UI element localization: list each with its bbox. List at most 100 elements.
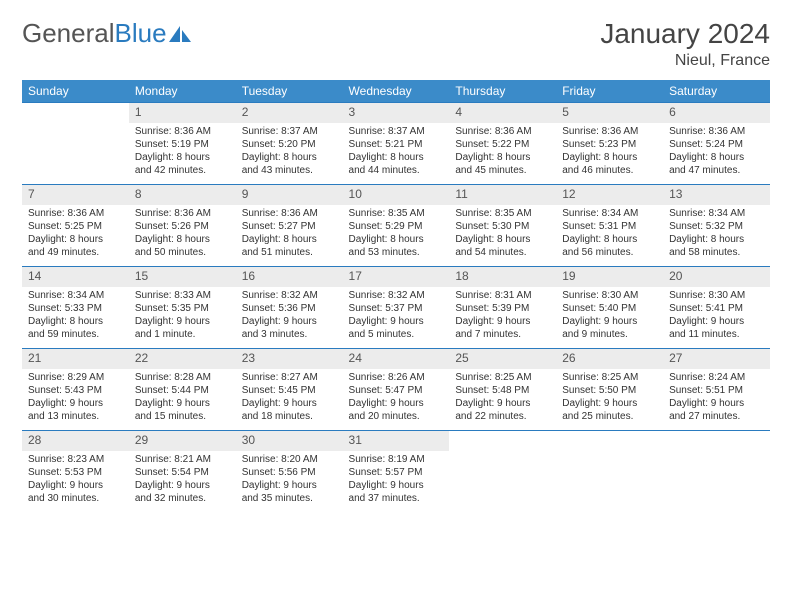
day-data-cell: Sunrise: 8:30 AMSunset: 5:41 PMDaylight:… <box>663 287 770 349</box>
day-number-row: 14151617181920 <box>22 267 770 287</box>
sunset-text: Sunset: 5:30 PM <box>455 220 550 233</box>
sunrise-text: Sunrise: 8:36 AM <box>669 125 764 138</box>
day-data-cell: Sunrise: 8:36 AMSunset: 5:22 PMDaylight:… <box>449 123 556 185</box>
day-number-cell: 11 <box>449 185 556 205</box>
day-number-cell: 7 <box>22 185 129 205</box>
daylight-text-2: and 46 minutes. <box>562 164 657 177</box>
daylight-text-1: Daylight: 9 hours <box>349 315 444 328</box>
day-data-cell: Sunrise: 8:36 AMSunset: 5:26 PMDaylight:… <box>129 205 236 267</box>
day-number-row: 123456 <box>22 103 770 123</box>
daylight-text-2: and 51 minutes. <box>242 246 337 259</box>
day-data-cell: Sunrise: 8:26 AMSunset: 5:47 PMDaylight:… <box>343 369 450 431</box>
sunrise-text: Sunrise: 8:36 AM <box>562 125 657 138</box>
day-number-cell: 1 <box>129 103 236 123</box>
day-number-row: 78910111213 <box>22 185 770 205</box>
sunrise-text: Sunrise: 8:20 AM <box>242 453 337 466</box>
sunrise-text: Sunrise: 8:35 AM <box>455 207 550 220</box>
daylight-text-1: Daylight: 9 hours <box>455 315 550 328</box>
daylight-text-2: and 35 minutes. <box>242 492 337 505</box>
day-data-cell <box>663 451 770 513</box>
daylight-text-2: and 42 minutes. <box>135 164 230 177</box>
sunset-text: Sunset: 5:56 PM <box>242 466 337 479</box>
day-data-cell: Sunrise: 8:29 AMSunset: 5:43 PMDaylight:… <box>22 369 129 431</box>
daylight-text-2: and 1 minute. <box>135 328 230 341</box>
day-number-cell: 23 <box>236 349 343 369</box>
day-data-cell <box>556 451 663 513</box>
day-number-cell: 8 <box>129 185 236 205</box>
day-data-cell: Sunrise: 8:19 AMSunset: 5:57 PMDaylight:… <box>343 451 450 513</box>
sunrise-text: Sunrise: 8:36 AM <box>135 125 230 138</box>
day-number-row: 21222324252627 <box>22 349 770 369</box>
sunrise-text: Sunrise: 8:33 AM <box>135 289 230 302</box>
daylight-text-1: Daylight: 9 hours <box>242 315 337 328</box>
sunset-text: Sunset: 5:25 PM <box>28 220 123 233</box>
day-number-cell: 31 <box>343 431 450 451</box>
day-data-cell: Sunrise: 8:21 AMSunset: 5:54 PMDaylight:… <box>129 451 236 513</box>
sunset-text: Sunset: 5:53 PM <box>28 466 123 479</box>
weekday-header: Friday <box>556 80 663 103</box>
day-data-cell: Sunrise: 8:35 AMSunset: 5:29 PMDaylight:… <box>343 205 450 267</box>
daylight-text-1: Daylight: 8 hours <box>242 151 337 164</box>
day-number-cell: 18 <box>449 267 556 287</box>
weekday-header: Tuesday <box>236 80 343 103</box>
sunrise-text: Sunrise: 8:32 AM <box>349 289 444 302</box>
day-data-cell: Sunrise: 8:32 AMSunset: 5:36 PMDaylight:… <box>236 287 343 349</box>
day-data-cell: Sunrise: 8:20 AMSunset: 5:56 PMDaylight:… <box>236 451 343 513</box>
sunset-text: Sunset: 5:50 PM <box>562 384 657 397</box>
sunset-text: Sunset: 5:21 PM <box>349 138 444 151</box>
daylight-text-1: Daylight: 9 hours <box>669 397 764 410</box>
daylight-text-2: and 32 minutes. <box>135 492 230 505</box>
daylight-text-2: and 37 minutes. <box>349 492 444 505</box>
day-number-cell <box>556 431 663 451</box>
logo: GeneralBlue <box>22 18 193 49</box>
daylight-text-2: and 59 minutes. <box>28 328 123 341</box>
daylight-text-2: and 53 minutes. <box>349 246 444 259</box>
day-data-cell: Sunrise: 8:35 AMSunset: 5:30 PMDaylight:… <box>449 205 556 267</box>
daylight-text-1: Daylight: 8 hours <box>669 233 764 246</box>
day-number-cell: 30 <box>236 431 343 451</box>
sunrise-text: Sunrise: 8:37 AM <box>349 125 444 138</box>
daylight-text-2: and 58 minutes. <box>669 246 764 259</box>
sunrise-text: Sunrise: 8:29 AM <box>28 371 123 384</box>
day-data-row: Sunrise: 8:29 AMSunset: 5:43 PMDaylight:… <box>22 369 770 431</box>
day-number-cell <box>663 431 770 451</box>
daylight-text-1: Daylight: 9 hours <box>562 397 657 410</box>
day-data-cell <box>449 451 556 513</box>
logo-sail-icon <box>169 24 193 44</box>
daylight-text-1: Daylight: 9 hours <box>349 397 444 410</box>
day-data-row: Sunrise: 8:36 AMSunset: 5:25 PMDaylight:… <box>22 205 770 267</box>
logo-text-blue: Blue <box>115 18 167 48</box>
sunrise-text: Sunrise: 8:23 AM <box>28 453 123 466</box>
day-data-row: Sunrise: 8:23 AMSunset: 5:53 PMDaylight:… <box>22 451 770 513</box>
day-number-cell: 12 <box>556 185 663 205</box>
day-data-cell: Sunrise: 8:30 AMSunset: 5:40 PMDaylight:… <box>556 287 663 349</box>
daylight-text-1: Daylight: 8 hours <box>135 233 230 246</box>
daylight-text-1: Daylight: 8 hours <box>669 151 764 164</box>
sunset-text: Sunset: 5:31 PM <box>562 220 657 233</box>
weekday-header: Thursday <box>449 80 556 103</box>
day-number-cell: 6 <box>663 103 770 123</box>
day-data-cell: Sunrise: 8:36 AMSunset: 5:19 PMDaylight:… <box>129 123 236 185</box>
sunrise-text: Sunrise: 8:36 AM <box>242 207 337 220</box>
day-data-cell <box>22 123 129 185</box>
sunrise-text: Sunrise: 8:36 AM <box>135 207 230 220</box>
header: GeneralBlue January 2024 Nieul, France <box>22 18 770 70</box>
daylight-text-1: Daylight: 9 hours <box>455 397 550 410</box>
sunrise-text: Sunrise: 8:35 AM <box>349 207 444 220</box>
day-data-cell: Sunrise: 8:25 AMSunset: 5:50 PMDaylight:… <box>556 369 663 431</box>
daylight-text-2: and 7 minutes. <box>455 328 550 341</box>
daylight-text-2: and 5 minutes. <box>349 328 444 341</box>
daylight-text-1: Daylight: 9 hours <box>28 479 123 492</box>
daylight-text-1: Daylight: 8 hours <box>28 233 123 246</box>
daylight-text-1: Daylight: 9 hours <box>349 479 444 492</box>
day-number-cell: 2 <box>236 103 343 123</box>
daylight-text-2: and 30 minutes. <box>28 492 123 505</box>
day-data-cell: Sunrise: 8:28 AMSunset: 5:44 PMDaylight:… <box>129 369 236 431</box>
daylight-text-1: Daylight: 9 hours <box>28 397 123 410</box>
day-number-cell: 13 <box>663 185 770 205</box>
sunset-text: Sunset: 5:22 PM <box>455 138 550 151</box>
day-data-row: Sunrise: 8:36 AMSunset: 5:19 PMDaylight:… <box>22 123 770 185</box>
day-data-cell: Sunrise: 8:34 AMSunset: 5:33 PMDaylight:… <box>22 287 129 349</box>
daylight-text-1: Daylight: 8 hours <box>349 151 444 164</box>
day-number-cell: 5 <box>556 103 663 123</box>
